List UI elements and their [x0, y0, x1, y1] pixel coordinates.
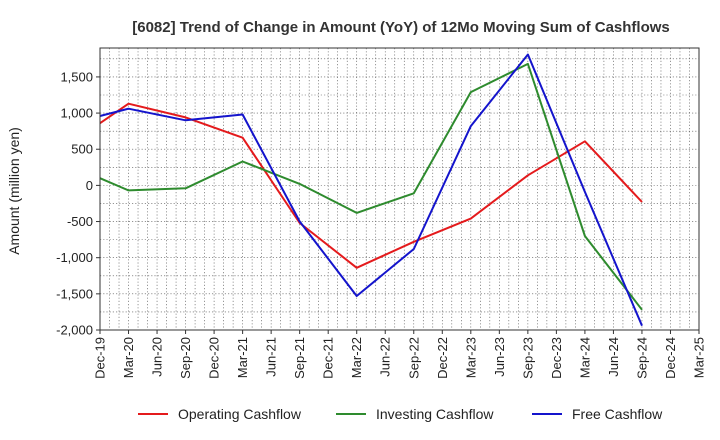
x-tick-label: Sep-21 [292, 337, 307, 379]
y-tick-label: -500 [67, 214, 93, 229]
x-tick-label: Dec-21 [321, 337, 336, 379]
y-tick-label: 0 [86, 178, 93, 193]
x-axis: Dec-19 Mar-20 Jun-20 Sep-20 Dec-20 Mar-21 Jun-… [93, 330, 707, 379]
x-tick-label: Dec-19 [93, 337, 108, 379]
x-tick-label: Dec-22 [435, 337, 450, 379]
series-line-free-cashflow [99, 53, 643, 327]
y-axis: 1,500 1,000 500 0 -500 -1,000 -1,500 -2,000 [56, 69, 100, 338]
legend: Operating Cashflow Investing Cashflow Free… [138, 406, 663, 422]
y-tick-label: 1,000 [60, 106, 93, 121]
x-tick-label: Mar-22 [349, 337, 364, 378]
x-tick-label: Jun-21 [264, 337, 279, 377]
x-tick-label: Dec-20 [207, 337, 222, 379]
chart-title: [6082] Trend of Change in Amount (YoY) o… [132, 19, 670, 36]
x-tick-label: Mar-21 [235, 337, 250, 378]
x-tick-label: Sep-24 [634, 337, 649, 379]
y-tick-label: -1,500 [56, 286, 93, 301]
x-tick-label: Mar-24 [577, 337, 592, 378]
y-tick-label: -2,000 [56, 323, 93, 338]
y-tick-label: 1,500 [60, 69, 93, 84]
series-line-investing-cashflow [99, 62, 643, 311]
y-axis-label: Amount (million yen) [6, 127, 22, 255]
x-tick-label: Mar-23 [463, 337, 478, 378]
x-tick-label: Dec-23 [549, 337, 564, 379]
x-tick-label: Dec-24 [663, 337, 678, 379]
x-tick-label: Jun-20 [150, 337, 165, 377]
y-tick-label: -1,000 [56, 250, 93, 265]
plot-area [99, 47, 700, 331]
x-tick-label: Jun-24 [606, 337, 621, 377]
x-tick-label: Sep-20 [178, 337, 193, 379]
x-tick-label: Sep-22 [406, 337, 421, 379]
series-lines [99, 53, 643, 327]
x-tick-label: Sep-23 [520, 337, 535, 379]
y-tick-label: 500 [71, 142, 93, 157]
x-tick-label: Jun-22 [378, 337, 393, 377]
legend-label-operating-cashflow: Operating Cashflow [178, 406, 302, 422]
x-tick-label: Jun-23 [492, 337, 507, 377]
series-line-operating-cashflow [99, 102, 643, 269]
legend-label-investing-cashflow: Investing Cashflow [376, 406, 494, 422]
legend-label-free-cashflow: Free Cashflow [572, 406, 663, 422]
x-tick-label: Mar-20 [121, 337, 136, 378]
x-tick-label: Mar-25 [692, 337, 707, 378]
grid [100, 48, 699, 330]
